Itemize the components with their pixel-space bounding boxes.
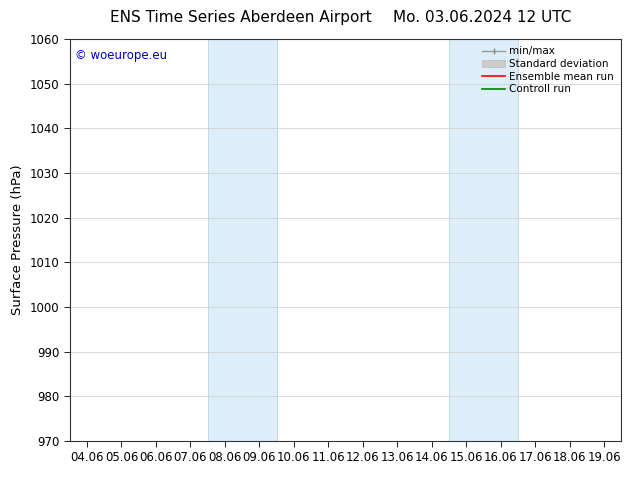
Text: ENS Time Series Aberdeen Airport: ENS Time Series Aberdeen Airport <box>110 10 372 25</box>
Bar <box>449 39 518 441</box>
Text: © woeurope.eu: © woeurope.eu <box>75 49 167 62</box>
Text: Mo. 03.06.2024 12 UTC: Mo. 03.06.2024 12 UTC <box>392 10 571 25</box>
Y-axis label: Surface Pressure (hPa): Surface Pressure (hPa) <box>11 165 24 316</box>
Bar <box>207 39 276 441</box>
Legend: min/max, Standard deviation, Ensemble mean run, Controll run: min/max, Standard deviation, Ensemble me… <box>480 45 616 97</box>
